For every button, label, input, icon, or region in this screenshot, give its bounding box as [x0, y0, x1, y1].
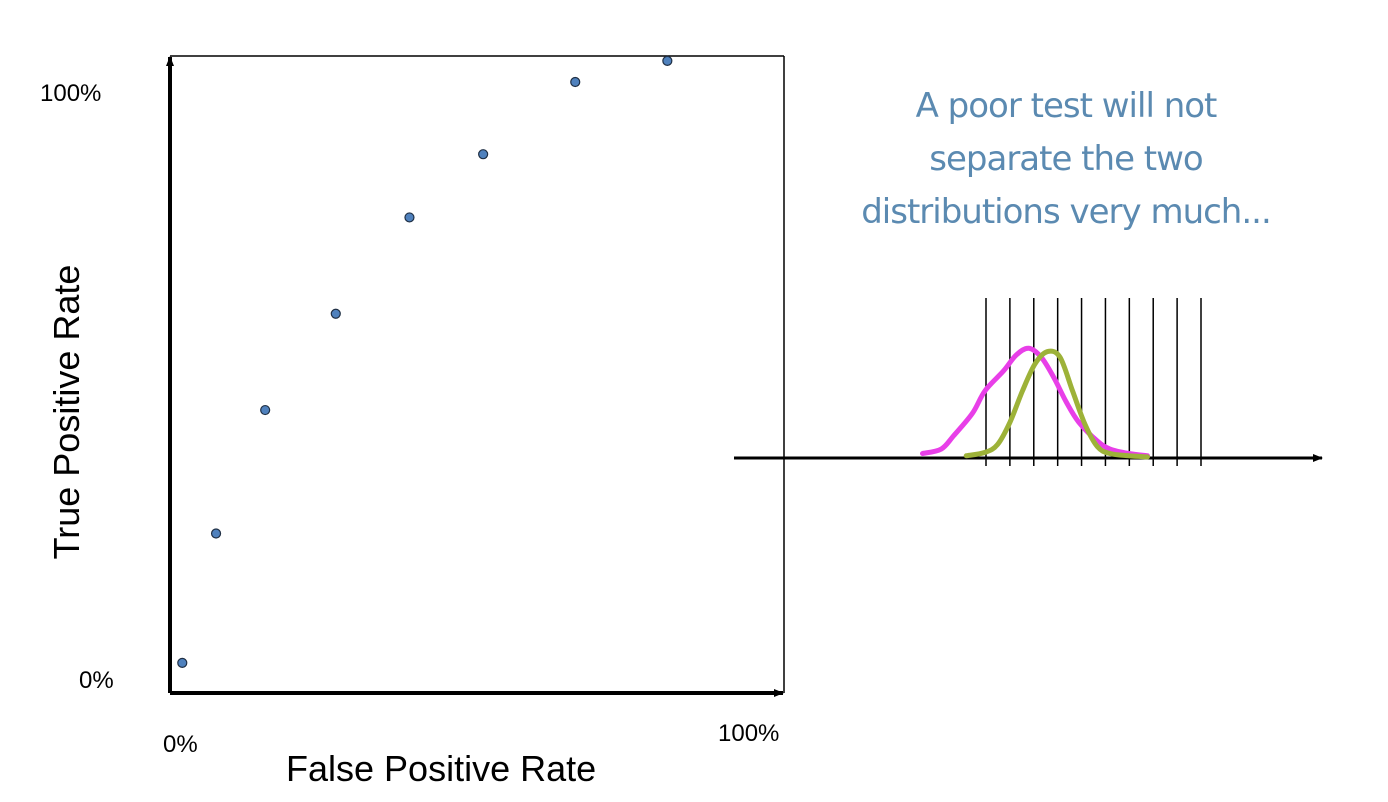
- caption-line: distributions very much...: [861, 192, 1272, 232]
- y-tick-label-min: 0%: [79, 667, 114, 694]
- distribution-curve-magenta: [920, 345, 1150, 459]
- caption-line: A poor test will not: [915, 86, 1218, 126]
- roc-point: [177, 657, 188, 669]
- roc-point: [478, 149, 489, 160]
- roc-point: [330, 308, 341, 319]
- x-tick-label-max: 100%: [718, 720, 780, 747]
- roc-points: [177, 55, 673, 669]
- distribution-curve-green: [963, 348, 1150, 460]
- x-tick-label-min: 0%: [163, 731, 198, 758]
- distribution-curves: [920, 345, 1150, 460]
- roc-point: [260, 404, 271, 416]
- y-axis-title: True Positive Rate: [46, 264, 87, 560]
- caption-line: separate the two: [929, 139, 1203, 179]
- roc-point: [404, 212, 415, 223]
- y-tick-label-max: 100%: [40, 80, 102, 107]
- distribution-caption: A poor test will not separate the two di…: [826, 80, 1306, 239]
- roc-point: [662, 55, 673, 67]
- x-axis-title: False Positive Rate: [286, 748, 597, 789]
- roc-point: [570, 76, 581, 88]
- roc-point: [210, 528, 222, 539]
